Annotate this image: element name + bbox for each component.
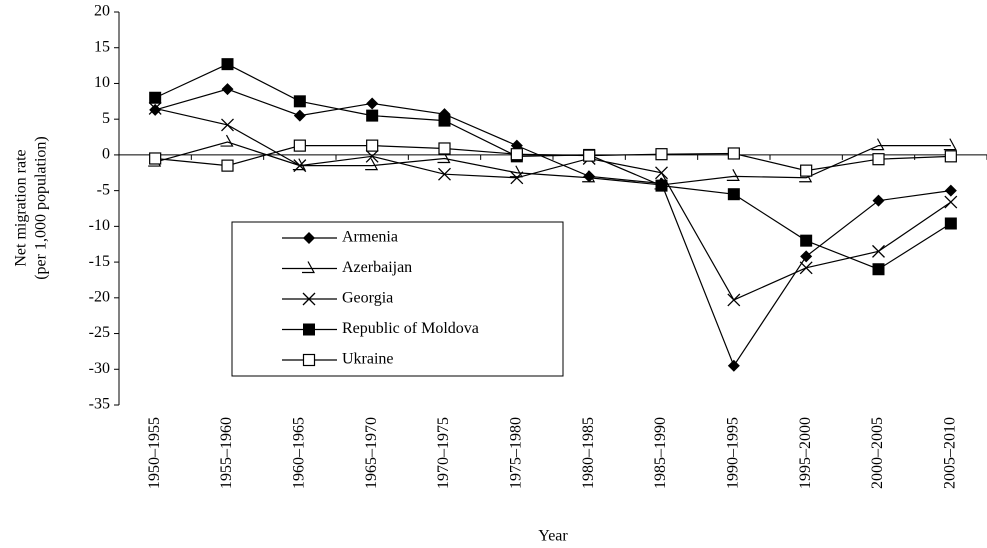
y-tick-label: 0 bbox=[102, 146, 110, 163]
x-tick-label: 2005–2010 bbox=[942, 417, 959, 489]
point bbox=[438, 142, 451, 155]
point bbox=[800, 164, 813, 177]
point bbox=[149, 91, 162, 104]
point bbox=[871, 138, 885, 151]
y-tick-label: -20 bbox=[89, 288, 110, 305]
x-tick-label: 1950–1955 bbox=[146, 417, 163, 489]
point bbox=[727, 293, 741, 307]
y-tick-label: 15 bbox=[94, 38, 110, 55]
y-tick-label: 10 bbox=[94, 74, 110, 91]
point bbox=[293, 109, 306, 122]
series-line bbox=[155, 141, 951, 186]
x-tick-label: 1960–1965 bbox=[291, 417, 308, 489]
x-tick-label: 1970–1975 bbox=[435, 417, 452, 489]
point bbox=[800, 234, 813, 247]
point bbox=[366, 97, 379, 110]
point bbox=[365, 149, 379, 163]
point bbox=[727, 188, 740, 201]
legend-label: Armenia bbox=[342, 229, 398, 246]
point bbox=[366, 139, 379, 152]
point bbox=[944, 184, 957, 197]
legend-label: Georgia bbox=[342, 290, 393, 307]
x-tick-label: 1990–1995 bbox=[725, 417, 742, 489]
point bbox=[726, 169, 740, 181]
point bbox=[293, 159, 307, 173]
point bbox=[510, 171, 524, 185]
point bbox=[149, 152, 162, 165]
legend-label: Republic of Moldova bbox=[342, 320, 479, 337]
series-line bbox=[155, 88, 951, 367]
x-tick-label: 1985–1990 bbox=[652, 417, 669, 489]
point bbox=[872, 153, 885, 166]
series-line bbox=[155, 107, 952, 301]
legend-label: Azerbaijan bbox=[342, 259, 412, 276]
legend-marker bbox=[303, 232, 315, 244]
y-axis-title: Net migration rate bbox=[13, 149, 30, 266]
point bbox=[583, 149, 596, 162]
point bbox=[800, 250, 813, 263]
y-tick-label: -35 bbox=[89, 396, 110, 413]
x-tick-label: 1965–1970 bbox=[363, 417, 380, 489]
series-line bbox=[154, 63, 952, 270]
point bbox=[799, 261, 813, 275]
y-tick-label: 5 bbox=[102, 110, 110, 127]
point bbox=[293, 95, 306, 108]
y-tick-label: -25 bbox=[89, 324, 110, 341]
point bbox=[221, 118, 234, 132]
point bbox=[655, 166, 668, 180]
series-line bbox=[155, 145, 951, 172]
y-tick-label: -5 bbox=[97, 181, 110, 198]
x-tick-label: 1995–2000 bbox=[797, 417, 814, 489]
point bbox=[221, 83, 234, 96]
point bbox=[148, 102, 162, 115]
point bbox=[944, 195, 958, 209]
point bbox=[221, 58, 234, 71]
point bbox=[582, 170, 596, 183]
point bbox=[438, 114, 451, 127]
legend-label: Ukraine bbox=[342, 351, 394, 368]
legend-marker bbox=[302, 353, 316, 367]
point bbox=[510, 148, 523, 161]
legend-marker bbox=[303, 323, 315, 336]
x-tick-label: 1975–1980 bbox=[508, 417, 525, 489]
point bbox=[943, 138, 957, 151]
point bbox=[944, 150, 957, 163]
x-tick-label: 1980–1985 bbox=[580, 417, 597, 489]
point bbox=[437, 151, 451, 164]
y-tick-label: -15 bbox=[89, 253, 110, 270]
point bbox=[292, 158, 306, 171]
legend: Armenia Azerbaijan Georgia Republic of Mold… bbox=[231, 221, 564, 377]
y-tick-label: 20 bbox=[94, 3, 110, 20]
point bbox=[944, 217, 957, 230]
point bbox=[149, 103, 162, 116]
y-axis-title: (per 1,000 population) bbox=[33, 136, 50, 280]
point bbox=[220, 134, 234, 147]
x-axis-title: Year bbox=[538, 528, 568, 545]
x-tick-label: 1955–1960 bbox=[218, 417, 235, 489]
point bbox=[872, 263, 885, 276]
point bbox=[655, 179, 668, 192]
y-tick-label: -10 bbox=[89, 217, 110, 234]
point bbox=[365, 158, 379, 171]
point bbox=[872, 244, 885, 258]
point bbox=[655, 148, 668, 161]
y-tick-label: -30 bbox=[89, 360, 110, 377]
point bbox=[727, 359, 740, 372]
point bbox=[438, 167, 451, 181]
legend-marker bbox=[302, 261, 316, 274]
point bbox=[293, 139, 306, 152]
point bbox=[221, 159, 234, 172]
point bbox=[366, 109, 379, 122]
point bbox=[727, 147, 740, 160]
x-tick-label: 2000–2005 bbox=[869, 417, 886, 489]
point bbox=[872, 194, 885, 207]
legend-marker bbox=[302, 292, 316, 306]
